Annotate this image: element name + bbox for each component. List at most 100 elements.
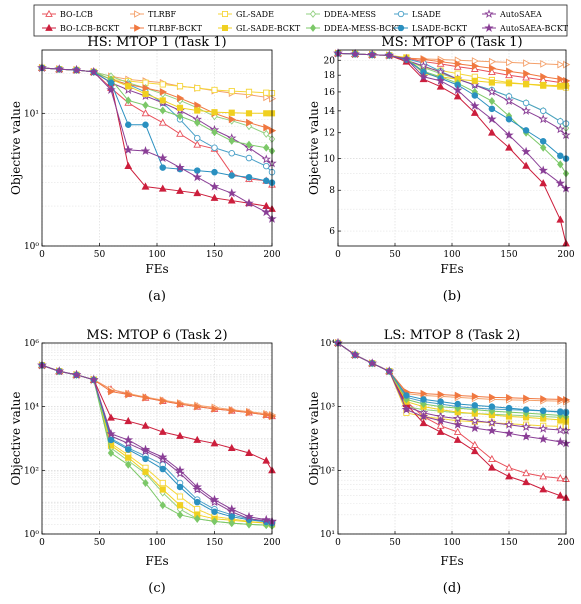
legend-item-gl-sade: GL-SADE — [218, 10, 274, 19]
data-point — [269, 94, 277, 103]
data-point — [124, 121, 132, 129]
data-point — [538, 165, 548, 175]
data-point — [539, 179, 548, 187]
x-tick-label: 100 — [148, 250, 165, 260]
data-point — [89, 66, 99, 76]
data-point — [193, 435, 202, 443]
legend-item-ddea-mess-bckt: DDEA-MESS-BCKT — [306, 24, 403, 33]
data-point — [471, 57, 480, 65]
data-point — [384, 366, 395, 376]
data-point — [211, 128, 218, 137]
data-point — [488, 79, 495, 86]
data-point — [488, 393, 497, 402]
data-point — [176, 483, 184, 491]
data-point — [125, 96, 132, 105]
panel-sublabel: (c) — [148, 581, 165, 596]
legend-item-lsade-bckt: LSADE-BCKT — [394, 24, 468, 33]
y-tick-label: 16 — [324, 88, 336, 98]
data-point — [159, 88, 167, 96]
x-tick-label: 0 — [39, 250, 45, 260]
data-point — [505, 143, 513, 151]
y-axis-label: Objective value — [9, 101, 23, 195]
data-point — [555, 178, 566, 188]
x-axis-label: FEs — [145, 554, 168, 568]
data-point — [419, 418, 428, 427]
series-autosaea-bckt — [37, 360, 277, 526]
data-point — [557, 118, 564, 125]
data-point — [228, 513, 236, 520]
legend-label: AutoSAEA — [499, 10, 542, 19]
data-point — [194, 107, 201, 114]
data-point — [505, 463, 513, 471]
data-point — [158, 427, 167, 435]
data-point — [71, 369, 82, 379]
data-point — [487, 417, 497, 427]
data-point — [125, 83, 132, 90]
x-axis-label: FEs — [440, 262, 463, 276]
x-tick-label: 50 — [94, 250, 106, 260]
data-point — [263, 89, 270, 96]
data-point — [540, 72, 548, 81]
data-point — [194, 514, 201, 523]
data-point — [194, 402, 202, 411]
legend-marker — [45, 23, 53, 31]
y-tick-label: 10 — [324, 155, 336, 165]
y-axis-label: Objective value — [307, 391, 321, 485]
data-point — [194, 101, 202, 110]
data-point — [228, 172, 236, 179]
legend-marker — [309, 10, 317, 18]
legend-item-gl-sade-bckt: GL-SADE-BCKT — [218, 24, 301, 33]
data-point — [523, 59, 531, 68]
data-point — [505, 70, 513, 79]
data-point — [106, 84, 116, 94]
data-point — [106, 428, 116, 438]
panel-b: 0 50 100 150 200 6 8 10 12 14 16 18 20 MS: MTOP 6 (Ta… — [307, 35, 575, 304]
y-tick-label: 10² — [24, 466, 39, 476]
legend-marker — [397, 10, 405, 18]
data-point — [420, 400, 427, 409]
legend-label: GL-SADE — [236, 10, 274, 19]
data-point — [245, 520, 253, 529]
legend-label: LSADE — [412, 10, 441, 19]
data-point — [401, 404, 412, 414]
series-autosaea-bckt — [333, 338, 571, 448]
data-point — [125, 460, 132, 469]
data-point — [435, 415, 446, 425]
data-point — [107, 448, 115, 458]
y-tick-label: 10⁶ — [24, 339, 39, 349]
y-tick-label: 10¹ — [24, 109, 39, 119]
data-point — [504, 130, 514, 140]
data-point — [245, 140, 253, 149]
data-point — [367, 358, 377, 368]
data-point — [471, 92, 479, 99]
data-point — [454, 59, 462, 68]
series-group — [333, 338, 571, 501]
data-point — [175, 465, 185, 475]
data-point — [54, 64, 64, 74]
data-point — [263, 143, 270, 152]
data-point — [262, 162, 270, 170]
data-point — [471, 77, 478, 84]
data-point — [176, 112, 184, 121]
data-point — [269, 126, 277, 135]
data-point — [211, 405, 219, 413]
data-point — [245, 154, 253, 162]
data-point — [487, 114, 497, 124]
y-tick-label: 18 — [324, 71, 336, 81]
data-point — [176, 431, 184, 439]
data-point — [557, 60, 565, 69]
x-tick-label: 150 — [206, 250, 223, 260]
data-point — [420, 55, 428, 64]
data-point — [403, 392, 410, 399]
y-tick-label: 14 — [324, 107, 336, 117]
y-axis-label: Objective value — [307, 101, 321, 195]
data-point — [211, 86, 218, 94]
data-point — [269, 412, 277, 421]
panel-c: 0 50 100 150 200 10⁰ 10² 10⁴ 10⁶ MS: MTOP 6 (Task… — [9, 328, 281, 596]
data-point — [401, 53, 412, 63]
data-point — [244, 198, 254, 208]
data-point — [454, 400, 461, 408]
x-tick-label: 200 — [557, 538, 574, 548]
data-point — [471, 62, 480, 70]
data-point — [141, 109, 150, 117]
